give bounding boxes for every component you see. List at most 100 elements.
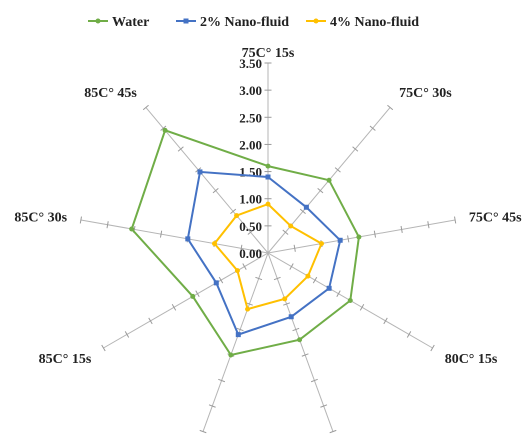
radial-tick-label: 3.00 (239, 83, 262, 98)
data-point (265, 174, 271, 180)
axis-tick (282, 229, 289, 235)
axis-tick (212, 187, 219, 194)
axis-spoke (103, 252, 269, 349)
axis-tick (199, 429, 207, 434)
radial-tick-label: 1.00 (239, 192, 262, 207)
axis-tick (289, 263, 294, 270)
axis-tick (301, 353, 309, 357)
axis-tick (171, 304, 177, 311)
axis-tick (148, 317, 153, 325)
series-line-1 (186, 170, 342, 336)
data-point (288, 223, 294, 229)
axis-tick (283, 302, 291, 306)
axis-tick (218, 276, 224, 284)
category-label: 85C° 30s (14, 210, 67, 225)
tick-labels: 0.00 0.50 1.00 1.50 2.00 2.50 3.00 3.50 (239, 56, 262, 261)
radial-tick-label: 2.00 (239, 137, 262, 152)
axis-tick (359, 304, 365, 311)
data-point (129, 226, 135, 232)
axis-spoke (267, 252, 334, 432)
legend-label-4pct: 4% Nano-fluid (330, 15, 419, 30)
data-point (234, 268, 240, 274)
axis-spoke (202, 252, 269, 432)
axis-tick (79, 216, 82, 224)
data-point (234, 213, 240, 219)
data-point (212, 241, 218, 247)
axis-tick (160, 125, 167, 131)
data-point (265, 201, 271, 207)
axes (79, 62, 457, 434)
axis-tick (240, 244, 243, 252)
category-label: 85C° 15s (39, 352, 92, 367)
data-point (303, 204, 309, 210)
axis-tick (273, 276, 281, 281)
axis-tick (383, 317, 388, 325)
axis-tick (208, 404, 216, 408)
axis-tick (320, 404, 328, 408)
axis-tick (255, 276, 263, 281)
axis-tick (427, 221, 430, 229)
data-point (265, 163, 271, 169)
axis-tick (159, 230, 163, 238)
axis-tick (124, 331, 130, 338)
axis-tick (352, 146, 359, 152)
series (129, 127, 362, 358)
axis-tick (101, 344, 106, 352)
category-label: 75C° 30s (399, 86, 452, 101)
axis-tick (218, 378, 226, 383)
axis-spoke (80, 219, 269, 254)
legend-item-2pct: 2% Nano-fluid (176, 15, 289, 30)
data-point (282, 296, 288, 302)
axis-tick (292, 327, 300, 332)
axis-tick (177, 146, 184, 152)
legend-marker-water (95, 18, 101, 24)
legend-label-water: Water (112, 15, 149, 30)
axis-tick (400, 225, 403, 233)
radial-tick-label: 0.50 (239, 219, 262, 234)
axis-tick (247, 229, 254, 235)
category-label: 75C° 15s (242, 46, 295, 61)
radial-tick-label: 0.00 (239, 246, 262, 261)
data-point (347, 298, 353, 303)
axis-spoke (267, 219, 456, 254)
axis-tick (106, 221, 109, 229)
series-line-2 (213, 202, 323, 311)
axis-tick (373, 230, 377, 238)
radial-tick-label: 2.50 (239, 110, 262, 125)
axis-tick (236, 327, 244, 332)
axis-tick (142, 104, 149, 111)
axis-tick (312, 276, 318, 284)
data-point (297, 337, 303, 343)
axis-tick (195, 290, 200, 297)
data-point (185, 236, 191, 242)
data-point (288, 314, 294, 320)
category-label: 75C° 45s (469, 210, 522, 225)
legend-item-4pct: 4% Nano-fluid (306, 15, 419, 30)
data-point (197, 169, 203, 175)
axis-tick (387, 104, 394, 111)
data-point (305, 273, 311, 279)
category-label: 80C° 15s (445, 352, 498, 367)
axis-tick (454, 216, 457, 224)
data-point (356, 234, 362, 240)
legend-item-water: Water (88, 15, 149, 30)
axis-tick (334, 167, 341, 173)
data-point (228, 352, 234, 358)
radial-tick-label: 1.50 (239, 165, 262, 180)
data-point (326, 285, 332, 291)
axis-tick (430, 344, 435, 352)
axis-tick (230, 208, 237, 215)
axis-tick (299, 208, 306, 215)
axis-tick (406, 331, 412, 338)
data-point (162, 127, 168, 133)
legend-marker-2pct (183, 18, 189, 24)
category-label: 85C° 45s (84, 86, 137, 101)
data-point (326, 177, 332, 183)
legend-label-2pct: 2% Nano-fluid (200, 15, 289, 30)
axis-tick (310, 378, 318, 383)
legend-marker-4pct (313, 18, 319, 24)
axis-tick (347, 235, 350, 243)
data-point (337, 237, 343, 243)
